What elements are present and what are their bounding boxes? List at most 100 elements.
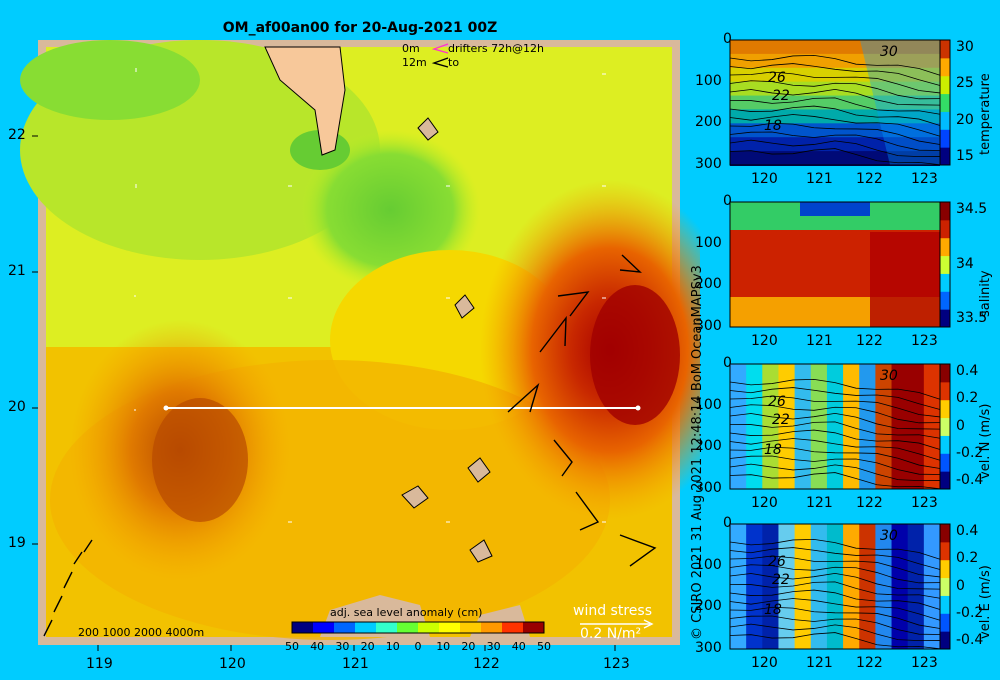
map-xtick: 120 bbox=[219, 656, 246, 672]
credit-text: © CSIRO 2021 31 Aug 2021 12:48:14 BoM Oc… bbox=[690, 265, 705, 640]
temperature-contour-label: 18 bbox=[764, 118, 782, 134]
temperature-contour-label: 30 bbox=[880, 44, 898, 60]
vel_e-xtick: 123 bbox=[911, 655, 938, 671]
colorbar-swatch bbox=[439, 622, 461, 633]
panel-salinity bbox=[729, 201, 951, 328]
vel_n-contour-label: 22 bbox=[772, 412, 790, 428]
vel_e-cbar-tick: 0 bbox=[956, 577, 965, 594]
legend-12m: 12m bbox=[402, 56, 427, 69]
colorbar-swatch bbox=[355, 622, 377, 633]
vel_e-cbar-tick: -0.2 bbox=[956, 604, 984, 621]
colorbar-swatch bbox=[502, 622, 524, 633]
vel_n-xtick: 121 bbox=[806, 495, 833, 511]
depth-contour-legend: 200 1000 2000 4000m bbox=[78, 626, 205, 639]
colorbar-swatch bbox=[397, 622, 419, 633]
salinity-xtick: 120 bbox=[751, 333, 778, 349]
vel_n-ytick: 0 bbox=[723, 355, 732, 371]
vel_e-xtick: 120 bbox=[751, 655, 778, 671]
vel_e-ytick: 300 bbox=[695, 640, 722, 656]
vel_e-contour-label: 22 bbox=[772, 572, 790, 588]
temperature-cbar-tick: 25 bbox=[956, 75, 974, 92]
vel_e-cbar-label: vel. E (m/s) bbox=[978, 565, 993, 639]
vel_e-contour-label: 26 bbox=[768, 554, 786, 570]
panel-temperature bbox=[729, 39, 951, 166]
panel-vel_e bbox=[729, 523, 951, 650]
salinity-cbar-tick: 34 bbox=[956, 255, 974, 272]
vel_n-xtick: 120 bbox=[751, 495, 778, 511]
vel_e-cbar-tick: 0.2 bbox=[956, 550, 979, 567]
vel_e-xtick: 122 bbox=[856, 655, 883, 671]
temperature-contour-label: 26 bbox=[768, 70, 786, 86]
salinity-cbar-tick: 33.5 bbox=[956, 310, 988, 326]
map-xtick: 122 bbox=[473, 656, 500, 672]
salinity-cbar-tick: 34.5 bbox=[956, 201, 988, 217]
vel_e-contour-label: 30 bbox=[880, 528, 898, 544]
colorbar-tick: 10 bbox=[436, 640, 450, 653]
temperature-cbar-label: temperature bbox=[978, 73, 993, 155]
wind-stress-scale: 0.2 N/m² bbox=[580, 626, 642, 642]
salinity-xtick: 122 bbox=[856, 333, 883, 349]
temperature-ytick: 100 bbox=[695, 72, 722, 89]
map-colorbar-label: adj. sea level anomaly (cm) bbox=[330, 606, 483, 619]
vel_n-cbar-tick: -0.4 bbox=[956, 472, 984, 488]
colorbar-tick: 30 bbox=[335, 640, 349, 653]
colorbar-tick: 0 bbox=[415, 640, 422, 653]
vel_e-contour-label: 18 bbox=[764, 602, 782, 618]
drifter-12m-icon bbox=[431, 57, 449, 68]
temperature-cbar-tick: 30 bbox=[956, 39, 974, 55]
temperature-xtick: 121 bbox=[806, 171, 833, 187]
vel_n-ytick: 300 bbox=[695, 480, 722, 496]
vel_e-ytick: 200 bbox=[695, 598, 722, 615]
salinity-ytick: 300 bbox=[695, 318, 722, 334]
wind-arrows bbox=[43, 254, 657, 637]
temperature-xtick: 123 bbox=[911, 171, 938, 187]
vel_n-ytick: 100 bbox=[695, 396, 722, 413]
legend-to: to bbox=[448, 56, 460, 69]
colorbar-tick: 30 bbox=[487, 640, 501, 653]
salinity-xtick: 121 bbox=[806, 333, 833, 349]
colorbar-tick: 40 bbox=[310, 640, 324, 653]
temperature-contour-label: 22 bbox=[772, 88, 790, 104]
map-ytick: 21 bbox=[8, 263, 26, 279]
map-ytick: 22 bbox=[8, 127, 26, 143]
colorbar-swatch bbox=[334, 622, 356, 633]
legend-0m: 0m bbox=[402, 42, 420, 55]
vel_n-contour-label: 18 bbox=[764, 442, 782, 458]
temperature-xtick: 120 bbox=[751, 171, 778, 187]
vel_n-cbar-label: vel. N (m/s) bbox=[978, 403, 993, 479]
colorbar-tick: 40 bbox=[512, 640, 526, 653]
map-xtick: 123 bbox=[603, 656, 630, 672]
colorbar-swatch bbox=[460, 622, 482, 633]
wind-stress-label: wind stress bbox=[573, 603, 652, 619]
panel-vel_n bbox=[729, 363, 951, 490]
colorbar-tick: 50 bbox=[537, 640, 551, 653]
vel_e-cbar-tick: -0.4 bbox=[956, 632, 984, 648]
salinity-cbar-label: salinity bbox=[978, 270, 993, 317]
salinity-xtick: 123 bbox=[911, 333, 938, 349]
vel_n-contour-label: 26 bbox=[768, 394, 786, 410]
chart-title: OM_af00an00 for 20-Aug-2021 00Z bbox=[222, 20, 498, 36]
temperature-xtick: 122 bbox=[856, 171, 883, 187]
temperature-ytick: 300 bbox=[695, 156, 722, 172]
map-xtick: 119 bbox=[86, 656, 113, 672]
colorbar-tick: 50 bbox=[285, 640, 299, 653]
vel_n-xtick: 122 bbox=[856, 495, 883, 511]
map-colorbar: 50 40 30 20 10 0 10 20 30 40 50 bbox=[285, 621, 551, 653]
map-xtick: 121 bbox=[342, 656, 369, 672]
colorbar-tick: 20 bbox=[461, 640, 475, 653]
colorbar-tick: 20 bbox=[361, 640, 375, 653]
vel_n-xtick: 123 bbox=[911, 495, 938, 511]
vel_n-contour-label: 30 bbox=[880, 368, 898, 384]
salinity-ytick: 100 bbox=[695, 234, 722, 251]
vel_e-ytick: 0 bbox=[723, 515, 732, 531]
map-panel: 50 40 30 20 10 0 10 20 30 40 50 bbox=[20, 40, 700, 653]
map-ytick: 19 bbox=[8, 535, 26, 551]
small-arrows bbox=[134, 68, 606, 523]
vel_e-cbar-tick: 0.4 bbox=[956, 523, 979, 539]
salinity-ytick: 0 bbox=[723, 193, 732, 209]
colorbar-swatch bbox=[418, 622, 440, 633]
map-ytick: 20 bbox=[8, 399, 26, 415]
vel_e-xtick: 121 bbox=[806, 655, 833, 671]
temperature-ytick: 0 bbox=[723, 31, 732, 47]
drifter-0m-icon bbox=[431, 43, 449, 54]
